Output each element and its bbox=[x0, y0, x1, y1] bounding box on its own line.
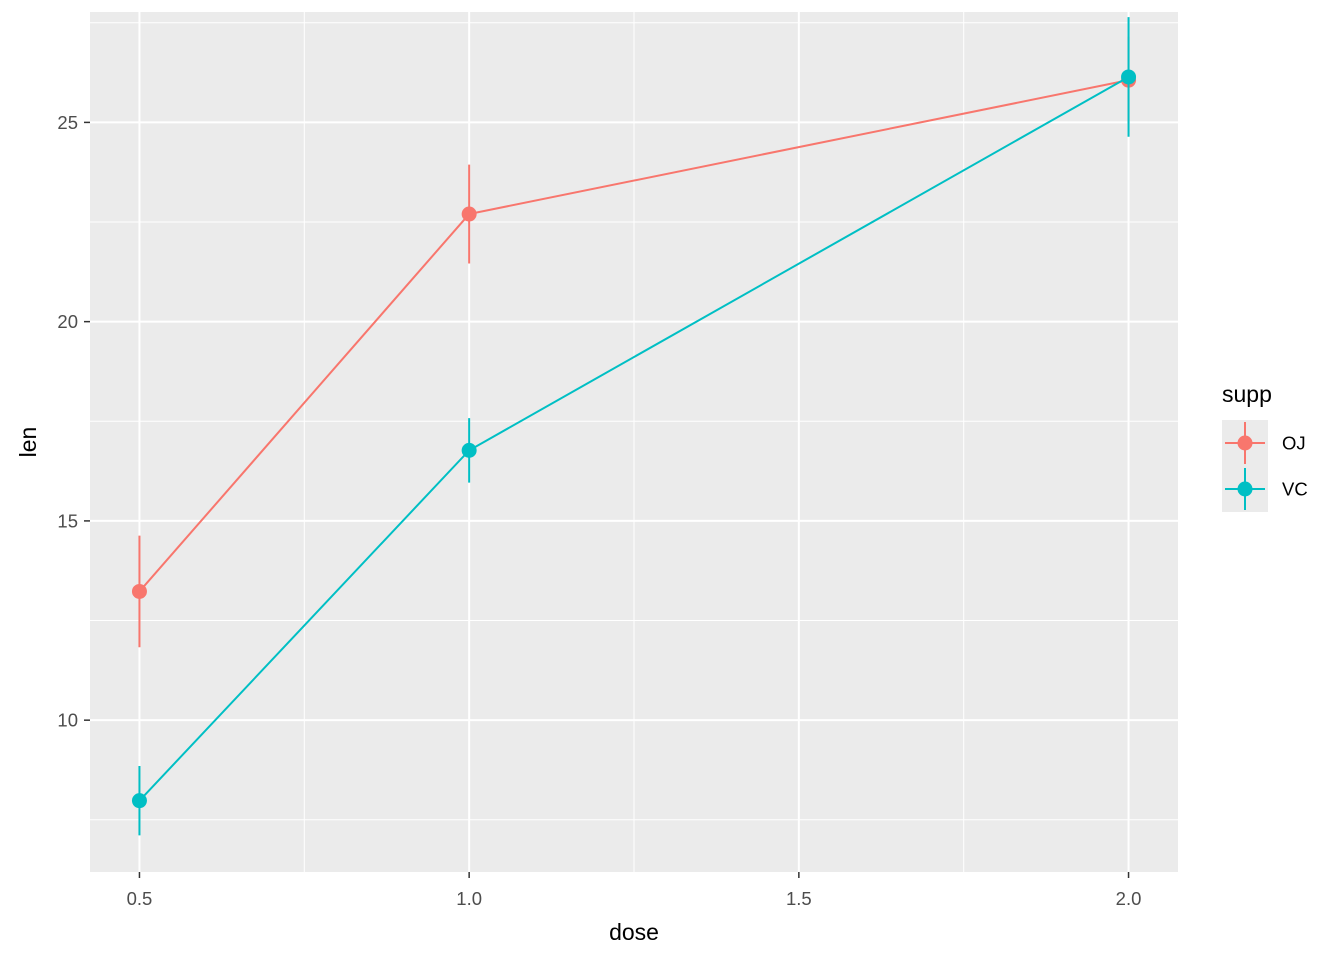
y-axis-title: len bbox=[15, 427, 41, 458]
legend: supp OJ VC bbox=[1222, 381, 1308, 512]
legend-item-oj: OJ bbox=[1222, 420, 1306, 466]
legend-title: supp bbox=[1222, 381, 1272, 407]
legend-label: OJ bbox=[1282, 433, 1306, 454]
data-point bbox=[461, 206, 477, 222]
x-tick-label: 1.5 bbox=[786, 888, 812, 909]
legend-key-point bbox=[1237, 435, 1253, 451]
legend-label: VC bbox=[1282, 479, 1308, 500]
y-tick-label: 15 bbox=[57, 510, 78, 531]
data-point bbox=[131, 583, 147, 599]
y-tick-label: 10 bbox=[57, 710, 78, 731]
x-tick-label: 2.0 bbox=[1116, 888, 1142, 909]
x-axis-title: dose bbox=[609, 919, 659, 945]
x-tick-label: 0.5 bbox=[127, 888, 153, 909]
y-tick-label: 20 bbox=[57, 311, 78, 332]
x-tick-label: 1.0 bbox=[456, 888, 482, 909]
x-axis: 0.5 1.0 1.5 2.0 bbox=[127, 872, 1142, 909]
y-tick-label: 25 bbox=[57, 112, 78, 133]
data-point bbox=[131, 793, 147, 809]
y-axis: 10 15 20 25 bbox=[57, 112, 90, 731]
legend-item-vc: VC bbox=[1222, 466, 1308, 512]
data-point bbox=[461, 442, 477, 458]
minor-gridlines bbox=[90, 12, 1178, 872]
series-vc bbox=[131, 17, 1137, 836]
series-layer bbox=[131, 17, 1137, 836]
data-point bbox=[1121, 69, 1137, 85]
legend-key-point bbox=[1237, 481, 1253, 497]
